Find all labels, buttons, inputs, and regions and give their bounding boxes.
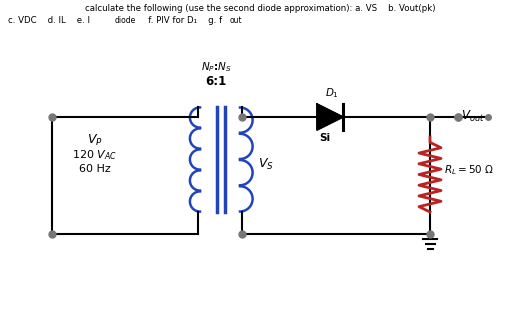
Text: out: out: [230, 16, 243, 25]
Text: $V_P$: $V_P$: [87, 133, 103, 148]
Text: calculate the following (use the second diode approximation): a. VS    b. Vout(p: calculate the following (use the second …: [85, 4, 435, 13]
Text: 60 Hz: 60 Hz: [79, 164, 111, 174]
Text: Si: Si: [319, 133, 331, 143]
Text: $R_L = 50\ \Omega$: $R_L = 50\ \Omega$: [444, 163, 494, 178]
Text: $N_P$:$N_S$: $N_P$:$N_S$: [201, 60, 231, 74]
Text: c. VDC    d. IL    e. I: c. VDC d. IL e. I: [8, 16, 90, 25]
Text: $V_S$: $V_S$: [258, 156, 274, 172]
Text: diode: diode: [115, 16, 136, 25]
Text: f. PIV for D₁    g. f: f. PIV for D₁ g. f: [140, 16, 222, 25]
Text: $D_1$: $D_1$: [325, 86, 339, 100]
Text: 6:1: 6:1: [205, 75, 227, 88]
Polygon shape: [317, 104, 343, 130]
Text: 120 $V_{AC}$: 120 $V_{AC}$: [73, 148, 118, 162]
Text: $V_{out}$: $V_{out}$: [461, 109, 485, 124]
